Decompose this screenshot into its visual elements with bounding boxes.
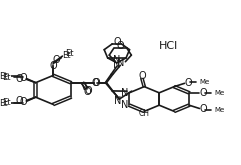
Text: Et: Et xyxy=(2,73,10,82)
Text: N: N xyxy=(117,58,124,68)
Text: O: O xyxy=(113,37,121,47)
Text: N: N xyxy=(114,96,122,106)
Text: O: O xyxy=(138,71,146,81)
Text: O: O xyxy=(16,96,23,106)
Text: Me: Me xyxy=(214,90,224,96)
Text: O: O xyxy=(91,78,99,88)
Text: O: O xyxy=(84,86,92,96)
Text: O: O xyxy=(49,61,57,70)
Text: N: N xyxy=(113,55,120,65)
Text: O: O xyxy=(116,41,124,51)
Text: O: O xyxy=(53,55,60,65)
Text: Et: Et xyxy=(0,99,8,108)
Text: N: N xyxy=(113,60,120,69)
Text: Et: Et xyxy=(62,51,70,60)
Text: O: O xyxy=(16,74,23,83)
Text: O: O xyxy=(19,97,27,107)
Text: Me: Me xyxy=(214,107,224,113)
Text: N: N xyxy=(121,88,128,98)
Text: Et: Et xyxy=(65,49,74,58)
Text: Me: Me xyxy=(199,79,209,85)
Text: Et: Et xyxy=(0,72,8,81)
Text: Et: Et xyxy=(2,98,10,107)
Text: O: O xyxy=(199,88,207,98)
Text: O: O xyxy=(83,87,91,97)
Text: HCl: HCl xyxy=(159,41,178,51)
Text: CH: CH xyxy=(139,109,150,118)
Text: O: O xyxy=(184,78,192,87)
Text: N: N xyxy=(121,100,128,110)
Text: O: O xyxy=(92,78,100,88)
Text: O: O xyxy=(199,104,207,114)
Text: O: O xyxy=(19,73,27,83)
